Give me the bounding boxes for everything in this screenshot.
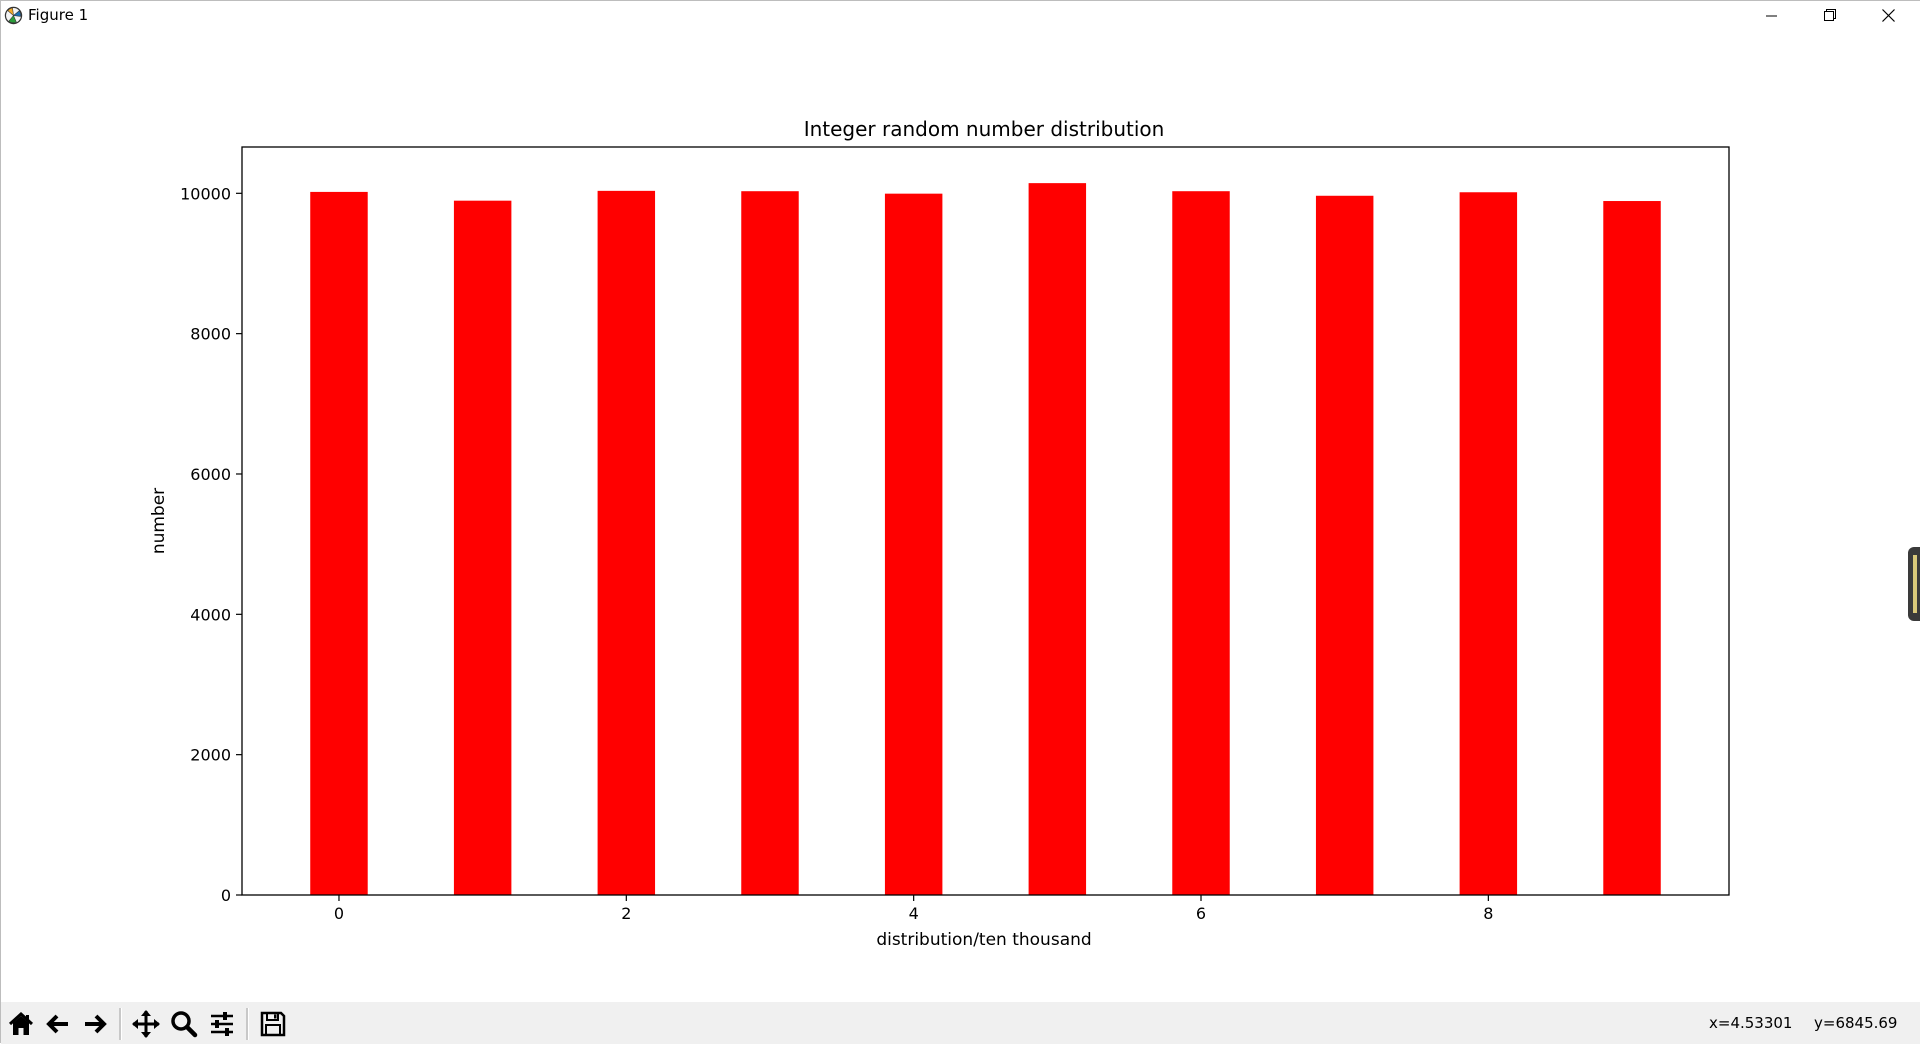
y-tick-label: 6000	[190, 465, 231, 484]
x-tick-label: 8	[1483, 904, 1493, 923]
back-button[interactable]	[41, 1007, 75, 1041]
back-arrow-icon	[46, 1014, 68, 1034]
bars	[310, 183, 1661, 896]
pan-icon	[132, 1010, 160, 1038]
y-axis-label: number	[149, 488, 169, 554]
figure-canvas[interactable]: Integer random number distribution 0 2 4 6 8…	[1, 30, 1920, 1002]
bar-2	[597, 190, 656, 895]
bar-8	[1459, 192, 1518, 895]
toolbar-separator	[246, 1008, 249, 1040]
axes-frame	[241, 146, 1730, 896]
y-coordinate-readout: y=6845.69	[1814, 1014, 1898, 1032]
matplotlib-logo-icon	[4, 6, 23, 25]
window-title: Figure 1	[28, 6, 89, 24]
close-button[interactable]	[1859, 1, 1917, 30]
bar-7	[1315, 195, 1374, 896]
x-tick-label: 2	[621, 904, 631, 923]
forward-button[interactable]	[78, 1007, 112, 1041]
x-coordinate-readout: x=4.53301	[1709, 1014, 1793, 1032]
bar-chart[interactable]: Integer random number distribution 0 2 4 6 8…	[1, 30, 1920, 1002]
save-icon	[260, 1011, 286, 1037]
bar-6	[1172, 191, 1230, 896]
configure-subplots-button[interactable]	[205, 1007, 239, 1041]
x-axis-label: distribution/ten thousand	[876, 930, 1091, 950]
minimize-button[interactable]	[1743, 1, 1801, 30]
bar-3	[741, 191, 799, 896]
pan-button[interactable]	[129, 1007, 163, 1041]
restore-button[interactable]	[1801, 1, 1859, 30]
configure-subplots-icon	[211, 1012, 233, 1036]
zoom-icon	[171, 1011, 198, 1038]
home-icon	[8, 1011, 34, 1035]
restore-icon	[1823, 9, 1836, 21]
x-axis-ticks: 0 2 4 6 8	[334, 895, 1493, 923]
title-bar[interactable]: Figure 1	[1, 1, 1920, 30]
minimize-icon	[1766, 15, 1777, 16]
side-widget-indicator	[1913, 555, 1917, 613]
y-tick-label: 10000	[180, 184, 231, 203]
x-tick-label: 0	[334, 904, 344, 923]
chart-title: Integer random number distribution	[804, 117, 1165, 141]
navigation-toolbar	[1, 1002, 1920, 1044]
bar-9	[1603, 201, 1661, 895]
y-tick-label: 2000	[190, 746, 231, 765]
close-icon	[1881, 9, 1895, 22]
forward-arrow-icon	[85, 1014, 107, 1034]
y-tick-label: 8000	[190, 325, 231, 344]
side-scroll-widget[interactable]	[1908, 547, 1920, 621]
x-tick-label: 6	[1196, 904, 1206, 923]
bar-0	[310, 191, 368, 895]
home-button[interactable]	[4, 1007, 38, 1041]
zoom-button[interactable]	[167, 1007, 201, 1041]
x-tick-label: 4	[909, 904, 919, 923]
save-button[interactable]	[256, 1007, 290, 1041]
y-tick-label: 4000	[190, 605, 231, 624]
toolbar-separator	[119, 1008, 122, 1040]
bar-4	[884, 193, 943, 895]
bar-5	[1028, 183, 1087, 895]
y-axis-ticks: 0 2000 4000 6000 8000 10000	[180, 184, 242, 905]
y-tick-label: 0	[221, 886, 231, 905]
bar-1	[453, 200, 512, 895]
